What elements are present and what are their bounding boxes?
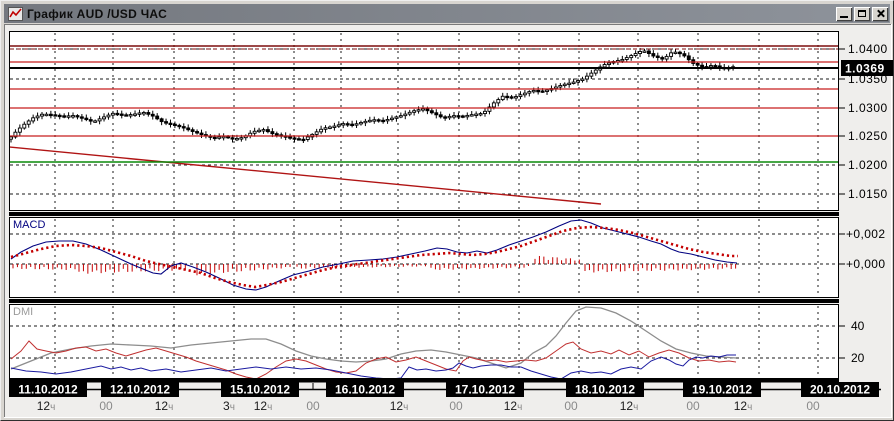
date-label: 16.10.2012 (335, 383, 395, 397)
macd-panel (9, 217, 839, 298)
time-label: 12ч (37, 399, 56, 413)
date-label: 18.10.2012 (575, 383, 635, 397)
macd-label: MACD (13, 219, 45, 231)
date-label-badge (9, 382, 87, 397)
minus-di-line (10, 354, 736, 378)
date-label: 11.10.2012 (18, 383, 78, 397)
adx-line (10, 306, 737, 370)
time-label: 00 (449, 399, 463, 413)
date-label: 15.10.2012 (230, 383, 290, 397)
date-label-badge (326, 382, 404, 397)
date-label-badge (446, 382, 524, 397)
close-button[interactable] (872, 6, 888, 21)
close-icon (876, 9, 885, 18)
maximize-button[interactable] (854, 6, 870, 21)
date-label: 19.10.2012 (692, 383, 752, 397)
dmi-label: DMI (13, 306, 33, 318)
time-label: 12ч (155, 399, 174, 413)
price-tick-label: 1.0150 (848, 187, 888, 201)
current-price-badge (841, 60, 893, 76)
date-label-badge (221, 382, 299, 397)
price-tick-label: 1.0300 (848, 101, 888, 115)
date-label-badge (101, 382, 179, 397)
time-label: 00 (99, 399, 113, 413)
macd-line (10, 219, 738, 291)
chart-icon (8, 6, 23, 21)
date-label-badge (683, 382, 761, 397)
trendline (10, 146, 602, 205)
current-price-label: 1.0369 (845, 62, 885, 76)
date-label: 12.10.2012 (110, 383, 170, 397)
date-axis: 11.10.2012 12.10.2012 15.10.2012 16.10.2012… (9, 382, 881, 413)
time-label: 00 (686, 399, 700, 413)
macd-tick-label: +0,000 (846, 257, 885, 271)
date-label: 17.10.2012 (455, 383, 515, 397)
dmi-tick-label: 40 (851, 319, 865, 333)
macd-signal-line (10, 225, 738, 289)
panel-separator (9, 212, 839, 216)
titlebar[interactable]: График AUD /USD ЧАС (4, 4, 890, 23)
price-tick-label: 1.0250 (848, 129, 888, 143)
time-label: 00 (306, 399, 320, 413)
time-label: 12ч (254, 399, 273, 413)
time-label: 3ч (223, 399, 235, 413)
maximize-icon (858, 10, 866, 17)
date-label: 20.10.2012 (810, 383, 870, 397)
window-title: График AUD /USD ЧАС (27, 6, 168, 21)
level-lines (10, 45, 838, 163)
macd-content (10, 219, 738, 291)
price-tick-label: 1.0200 (848, 158, 888, 172)
dmi-panel (9, 304, 839, 379)
time-label: 00 (564, 399, 578, 413)
macd-tick-label: +0,002 (846, 227, 885, 241)
time-label: 12ч (734, 399, 753, 413)
time-label: 12ч (620, 399, 639, 413)
price-panel (9, 31, 839, 211)
price-axis: 1.04001.03501.03001.02501.02001.01501.03… (839, 42, 893, 365)
dmi-tick-label: 20 (851, 351, 865, 365)
time-label: 12ч (504, 399, 523, 413)
dmi-content (10, 306, 737, 378)
plus-di-line (10, 340, 737, 378)
panel-separator (9, 299, 839, 303)
minimize-button[interactable] (836, 6, 852, 21)
date-label-badge (566, 382, 644, 397)
window-controls (836, 6, 888, 21)
panel-separator (9, 379, 839, 383)
minimize-icon (840, 16, 848, 18)
time-label: 00 (806, 399, 820, 413)
candles (10, 47, 736, 143)
price-tick-label: 1.0400 (848, 42, 888, 56)
time-label: 12ч (390, 399, 409, 413)
date-label-badge (801, 382, 879, 397)
